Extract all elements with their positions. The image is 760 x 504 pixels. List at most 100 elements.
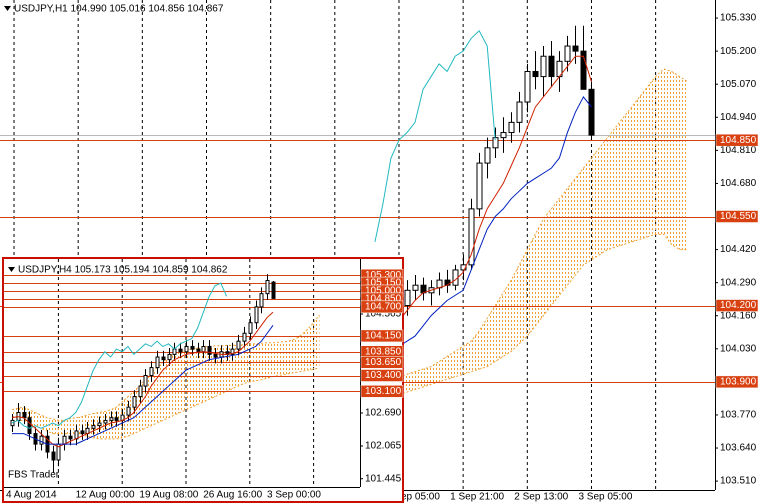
candle-body [516, 101, 523, 123]
candle-body [51, 451, 56, 461]
chart-title: USDJPY,H4 105.173 105.194 104.859 104.86… [18, 265, 228, 276]
level-label: 105.000 [365, 286, 402, 297]
candle-body [548, 55, 555, 78]
candle-body [62, 435, 67, 445]
x-tick-label: 3 Sep 05:00 [578, 492, 632, 503]
level-label-box [715, 375, 759, 389]
level-label-box [360, 385, 404, 398]
candle-body [196, 348, 201, 353]
y-tick-label: 101.445 [365, 473, 402, 484]
x-tick-label: 26 Aug 16:00 [203, 490, 262, 501]
y-tick-label: 104.160 [720, 310, 757, 321]
candle-body [114, 417, 119, 421]
candle-body [207, 345, 212, 355]
level-label: 104.550 [720, 211, 757, 222]
x-tick-label: 1 Sep 05:00 [386, 492, 440, 503]
candle-body [22, 411, 27, 419]
candle-body [149, 367, 154, 377]
x-tick-label: 4 Aug 2014 [6, 490, 57, 501]
candle-body [184, 345, 189, 353]
plot-area [4, 259, 360, 487]
candle-body [532, 70, 539, 78]
cloud [398, 68, 688, 395]
indicator-line [11, 282, 228, 429]
candle-body [242, 332, 247, 342]
level-label-box [715, 210, 759, 223]
candle-body [167, 353, 172, 361]
y-tick-label: 103.510 [720, 476, 757, 487]
y-tick-label: 104.565 [365, 309, 402, 320]
candle-body [580, 50, 587, 90]
y-tick-label: 104.810 [720, 145, 757, 156]
y-tick-label: 104.940 [720, 112, 757, 123]
level-label: 104.700 [365, 302, 402, 313]
x-tick-label: 2 Sep 13:00 [514, 492, 568, 503]
indicator-line [398, 55, 592, 322]
y-tick-label: 104.420 [720, 244, 757, 255]
chart-title: USDJPY,H1 104.990 105.016 104.856 104.86… [14, 4, 224, 15]
level-label-box [715, 133, 759, 147]
y-tick-label: 104.680 [720, 178, 757, 189]
y-tick-label: 105.200 [720, 46, 757, 57]
watermark: FBS Trader [8, 470, 60, 481]
level-label-box [360, 369, 404, 382]
candle-body [190, 345, 195, 350]
candle-body [27, 417, 32, 435]
candle-body [230, 348, 235, 355]
candle-body [213, 353, 218, 358]
candle-body [248, 322, 253, 334]
y-tick-label: 103.640 [720, 443, 757, 454]
level-label: 103.900 [720, 377, 757, 388]
candle-body [155, 356, 160, 369]
indicator-line [11, 311, 274, 448]
candle-body [404, 289, 411, 307]
candle-body [476, 162, 483, 210]
x-tick-label: 3 Sep 00:00 [267, 490, 321, 501]
level-label: 104.850 [720, 135, 757, 146]
candle-body [254, 306, 259, 324]
candle-body [138, 385, 143, 398]
level-label: 103.100 [365, 386, 402, 397]
level-label: 103.400 [365, 370, 402, 381]
candle-body [508, 121, 515, 134]
y-tick-label: 105.070 [720, 79, 757, 90]
indicator-line [12, 325, 274, 445]
candle-body [109, 417, 114, 421]
candle-body [588, 88, 595, 136]
level-label-box [360, 329, 404, 343]
candle-body [572, 45, 579, 52]
candle-body [178, 348, 183, 353]
level-label: 104.850 [365, 294, 402, 305]
indicator-line [398, 96, 592, 347]
y-tick-label: 103.770 [720, 410, 757, 421]
candle-body [259, 293, 264, 308]
candle-body [172, 348, 177, 355]
level-label-box [360, 356, 404, 369]
candle-body [468, 208, 475, 266]
candle-body [103, 419, 108, 424]
level-label: 103.850 [365, 346, 402, 357]
candle-body [412, 284, 419, 291]
title-icon [8, 267, 15, 272]
level-label: 105.150 [365, 278, 402, 289]
title-icon [4, 6, 11, 11]
y-tick-label: 104.030 [720, 343, 757, 354]
candle-body [484, 147, 491, 164]
candle-body [524, 70, 531, 103]
candle-body [564, 45, 571, 62]
candle-body [271, 281, 276, 299]
y-tick-label: 105.330 [720, 13, 757, 24]
candle-body [236, 340, 241, 350]
indicator-line [374, 29, 496, 243]
candle-body [161, 356, 166, 361]
x-tick-label: 12 Aug 00:00 [76, 490, 135, 501]
candle-body [80, 430, 85, 435]
level-label: 103.650 [365, 357, 402, 368]
y-tick-label: 102.690 [365, 408, 402, 419]
candle-body [91, 425, 96, 429]
cloud-edge [398, 68, 688, 378]
y-tick-label: 102.065 [365, 441, 402, 452]
candle-body [201, 345, 206, 353]
cloud-edge [398, 233, 688, 396]
